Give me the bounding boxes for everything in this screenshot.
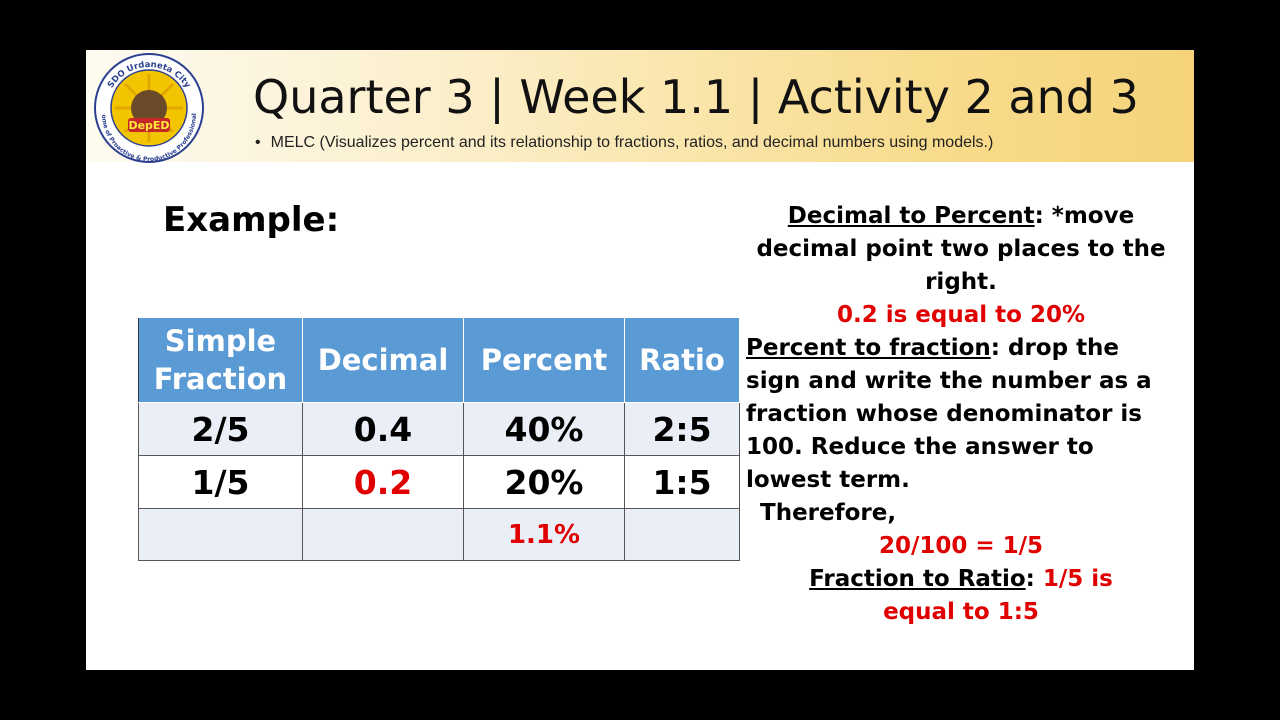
header-simple-fraction: Simple Fraction (138, 317, 303, 403)
melc-text: MELC (Visualizes percent and its relatio… (270, 134, 994, 151)
slide-title: Quarter 3 | Week 1.1 | Activity 2 and 3 (253, 70, 1139, 124)
table-cell (302, 508, 464, 561)
table-cell: 2/5 (138, 402, 303, 456)
table-cell (138, 508, 303, 561)
slide-header: DepED SDO Urdaneta City Home of Proactiv… (86, 50, 1194, 163)
decimal-example: 0.2 is equal to 20% (836, 302, 1086, 328)
fraction-to-ratio-text: : (1025, 566, 1043, 592)
decimal-to-percent-text: : *move decimal point two places to the … (756, 203, 1166, 295)
table-cell-highlight: 0.2 (302, 455, 464, 509)
bullet-icon: • (255, 134, 261, 151)
table-row: 2/5 0.4 40% 2:5 (138, 402, 740, 456)
example-label: Example: (163, 200, 340, 240)
table-cell (624, 508, 740, 561)
table-cell: 0.4 (302, 402, 464, 456)
sdo-urdaneta-logo: DepED SDO Urdaneta City Home of Proactiv… (88, 52, 204, 163)
header-decimal: Decimal (302, 317, 464, 403)
table-row: 1/5 0.2 20% 1:5 (138, 455, 740, 509)
decimal-to-percent-rule: Decimal to Percent: *move decimal point … (746, 200, 1176, 299)
fraction-to-ratio-heading: Fraction to Ratio (809, 566, 1026, 592)
melc-bullet: • MELC (Visualizes percent and its relati… (255, 134, 993, 152)
ratio-result-suffix: equal to 1:5 (883, 599, 1039, 625)
percent-to-fraction-text: : drop the sign and write the number as … (746, 335, 1152, 493)
fraction-result: 20/100 = 1/5 (878, 533, 1044, 559)
table-cell-highlight: 1.1% (463, 508, 625, 561)
logo-center-text: DepED (128, 119, 169, 132)
table-cell: 40% (463, 402, 625, 456)
header-ratio: Ratio (624, 317, 740, 403)
header-percent: Percent (463, 317, 625, 403)
percent-to-fraction-rule: Percent to fraction: drop the sign and w… (746, 332, 1176, 497)
percent-to-fraction-heading: Percent to fraction (746, 335, 991, 361)
slide: DepED SDO Urdaneta City Home of Proactiv… (86, 50, 1194, 670)
decimal-to-percent-heading: Decimal to Percent (787, 203, 1035, 229)
conversion-table: Simple Fraction Decimal Percent Ratio 2/… (138, 317, 740, 561)
fraction-to-ratio-rule: Fraction to Ratio: 1/5 is (746, 563, 1176, 596)
therefore-label: Therefore, (760, 500, 897, 526)
ratio-result-prefix: 1/5 is (1042, 566, 1113, 592)
table-row: 1.1% (138, 508, 740, 561)
table-cell: 20% (463, 455, 625, 509)
table-cell: 1:5 (624, 455, 740, 509)
conversion-explanation: Decimal to Percent: *move decimal point … (746, 200, 1176, 629)
table-cell: 2:5 (624, 402, 740, 456)
table-cell: 1/5 (138, 455, 303, 509)
